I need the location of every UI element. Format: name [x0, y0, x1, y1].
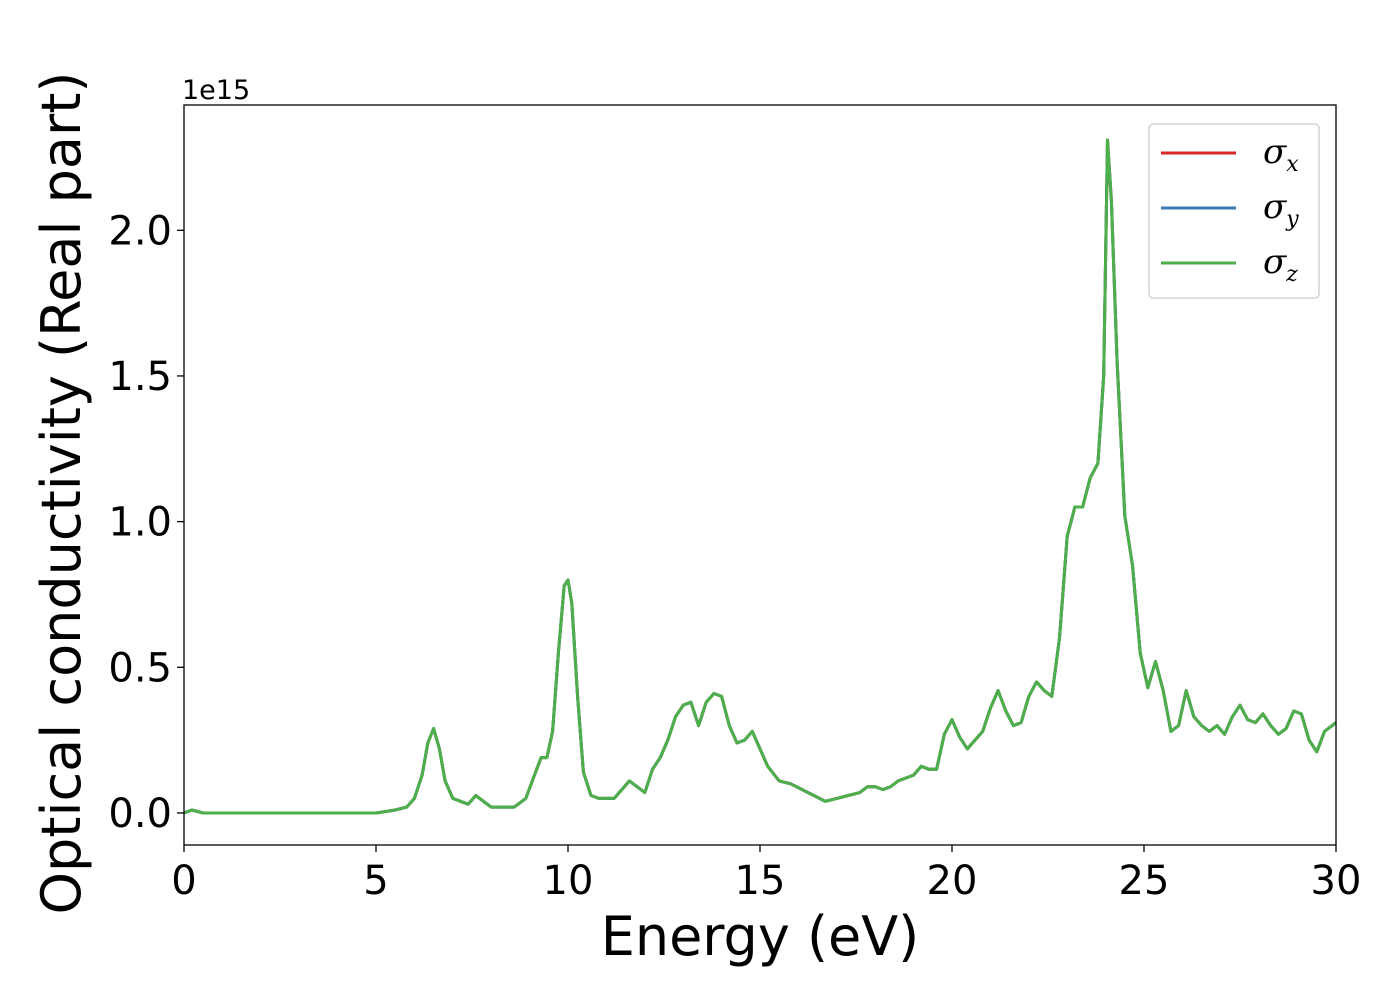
series-line-z — [183, 138, 1337, 815]
x-tick-label: 15 — [735, 858, 786, 904]
x-tick-label: 0 — [171, 858, 196, 904]
legend-label-z: σz — [1263, 242, 1298, 287]
legend-label-y: σy — [1263, 187, 1299, 232]
legend-symbol: σ — [1263, 132, 1287, 172]
legend-subscript: z — [1285, 262, 1298, 287]
legend-subscript: y — [1285, 207, 1299, 232]
y-tick-label: 1.0 — [108, 500, 172, 546]
y-multiplier-label: 1e15 — [182, 75, 250, 106]
legend-symbol: σ — [1263, 242, 1287, 282]
x-tick-label: 5 — [363, 858, 388, 904]
y-tick-label: 0.5 — [108, 645, 172, 691]
x-tick-label: 25 — [1119, 858, 1170, 904]
legend-symbol: σ — [1263, 187, 1287, 227]
y-tick-label: 1.5 — [108, 354, 172, 400]
x-tick-label: 30 — [1311, 858, 1362, 904]
legend-subscript: x — [1286, 152, 1299, 177]
y-tick-label: 2.0 — [108, 208, 172, 254]
y-tick-label: 0.0 — [108, 791, 172, 837]
ticks-layer: 0 5 10 15 20 25 30 0.0 0.5 1.0 1.5 2.0 — [108, 208, 1361, 904]
series-layer — [183, 138, 1337, 815]
legend-label-x: σx — [1263, 132, 1299, 177]
x-tick-label: 20 — [927, 858, 978, 904]
x-tick-label: 10 — [543, 858, 594, 904]
x-axis-title: Energy (eV) — [601, 905, 920, 968]
legend-box — [1148, 123, 1320, 299]
y-axis-title: Optical conductivity (Real part) — [30, 72, 93, 915]
